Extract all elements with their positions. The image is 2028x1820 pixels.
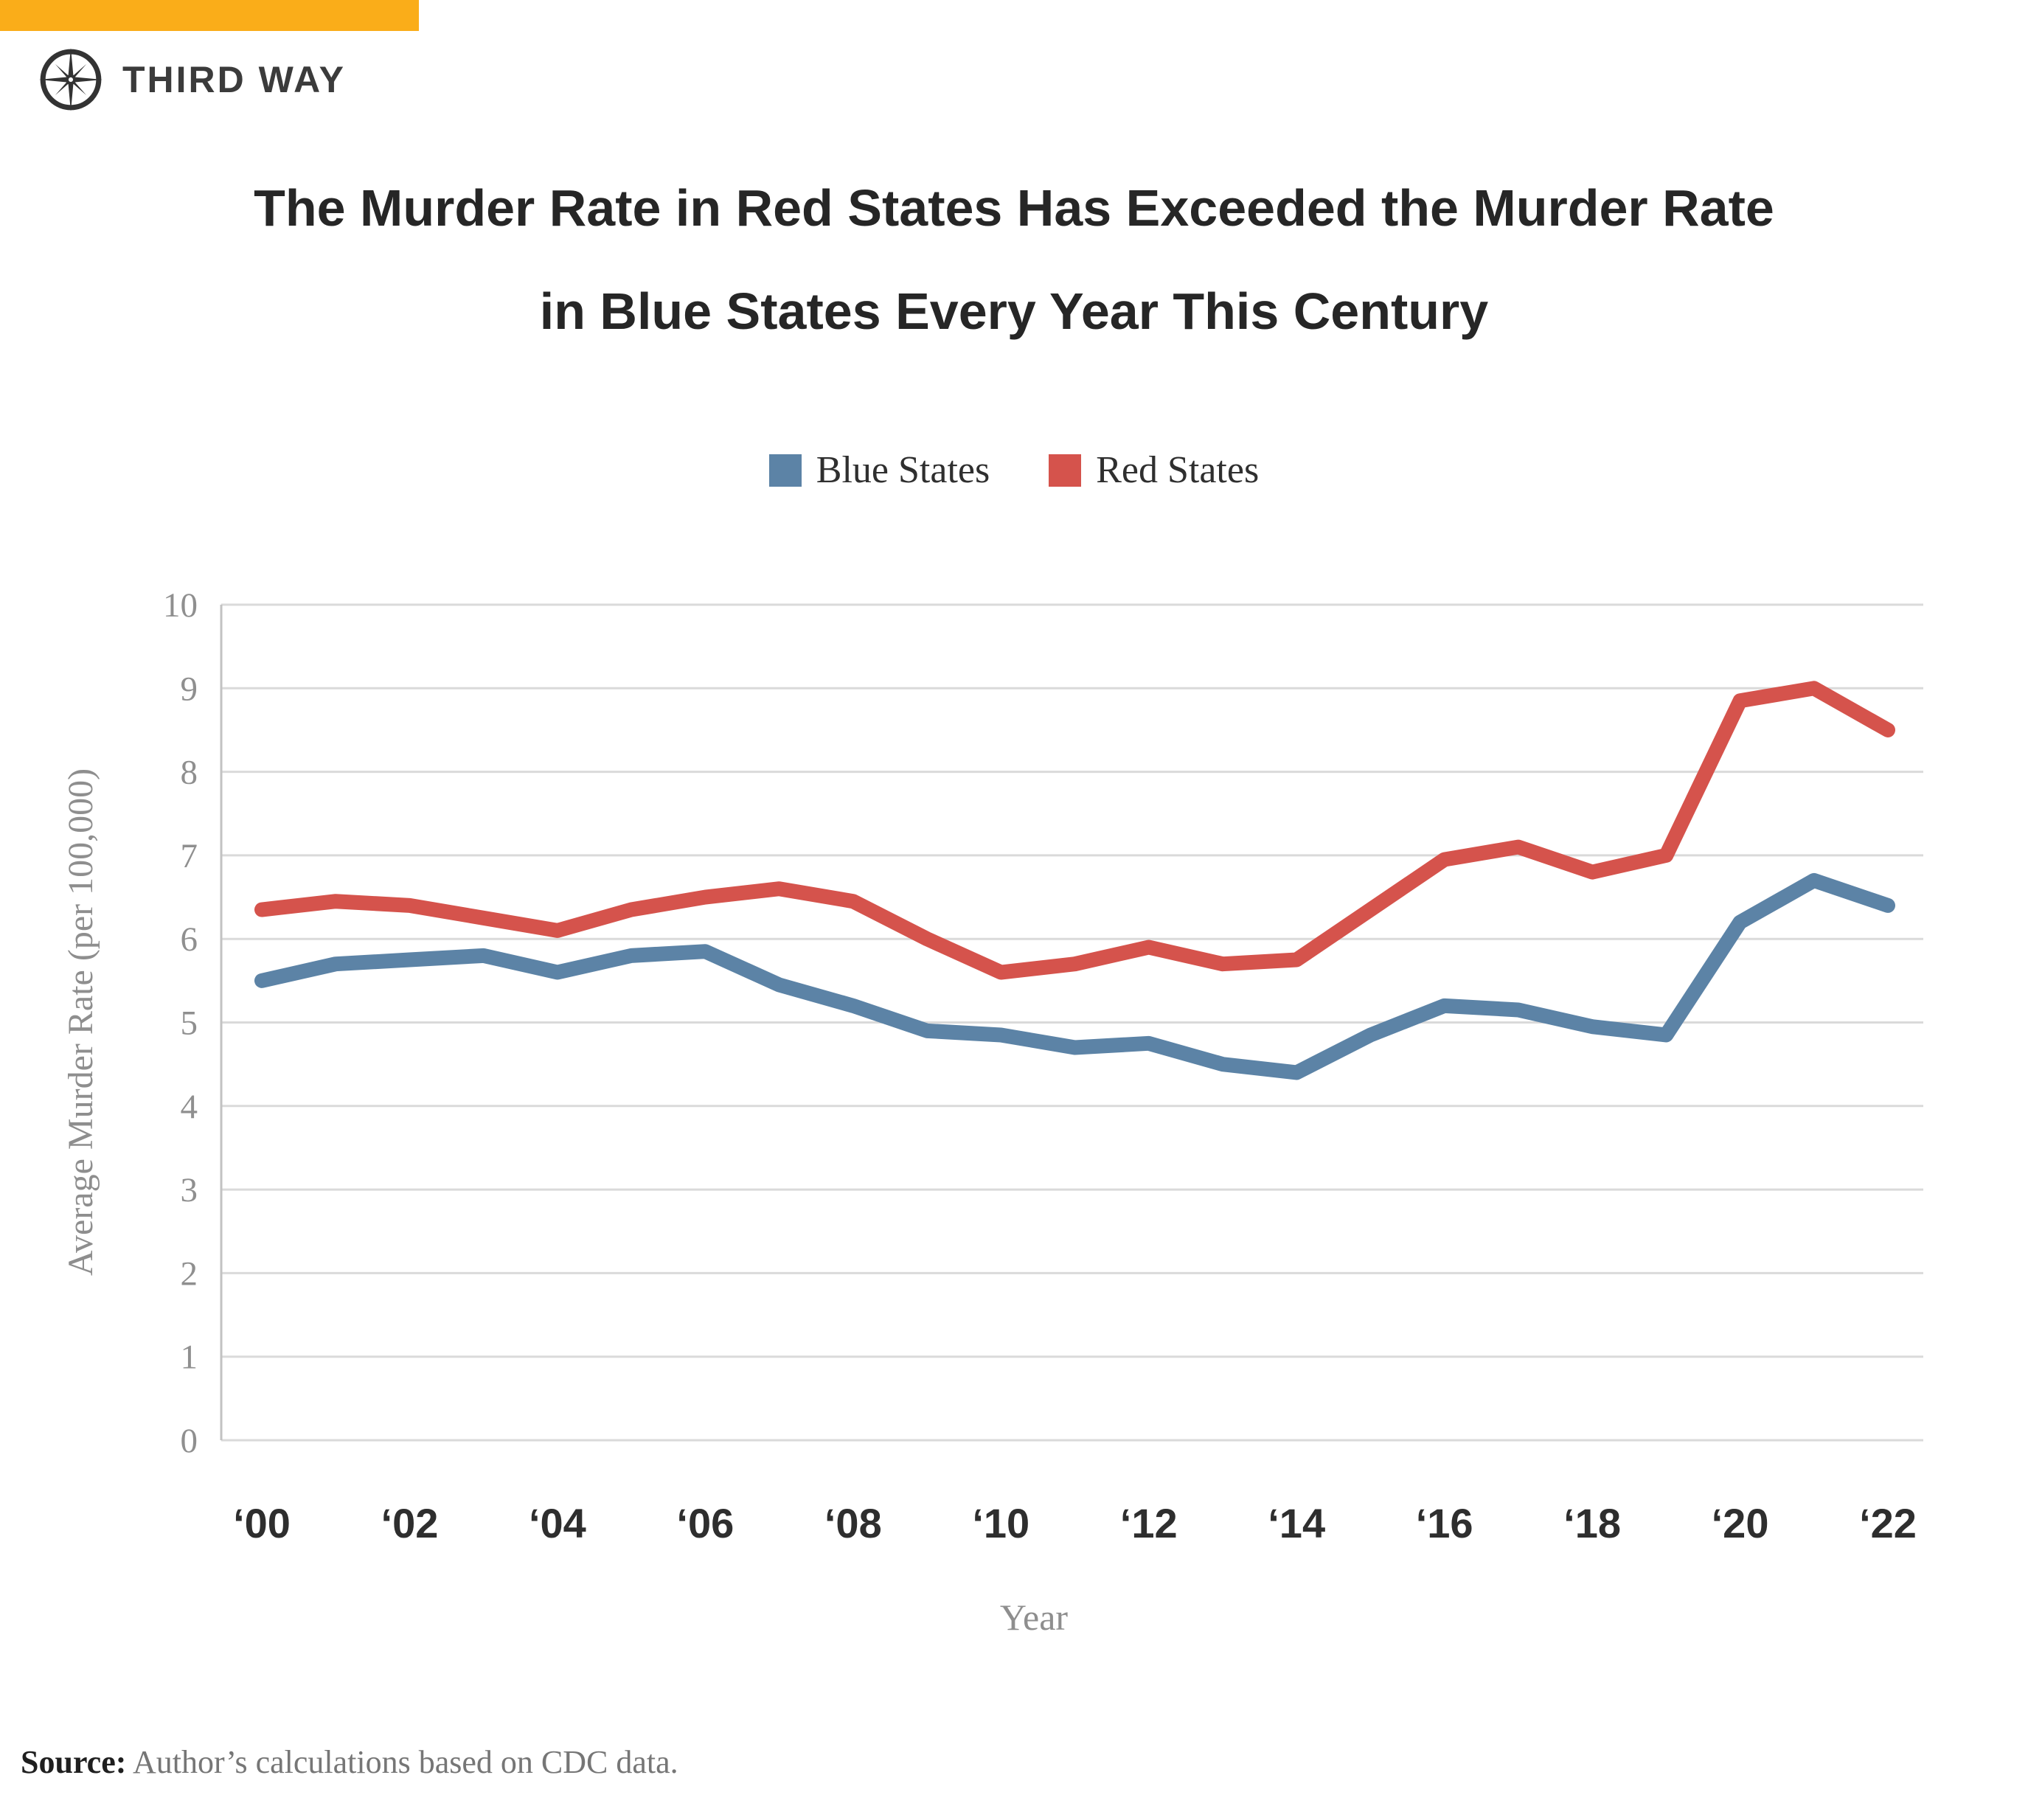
legend-item-blue-states: Blue States bbox=[768, 448, 990, 492]
x-tick-label-2020: ‘20 bbox=[1712, 1500, 1769, 1546]
y-axis-title: Average Murder Rate (per 100,000) bbox=[61, 768, 100, 1276]
y-tick-label-3: 3 bbox=[181, 1171, 198, 1209]
y-tick-label-5: 5 bbox=[181, 1004, 198, 1043]
x-tick-label-2006: ‘06 bbox=[676, 1500, 734, 1546]
y-tick-label-6: 6 bbox=[181, 920, 198, 959]
chart-legend: Blue States Red States bbox=[0, 448, 2028, 492]
y-tick-label-0: 0 bbox=[181, 1422, 198, 1460]
x-tick-label-2016: ‘16 bbox=[1416, 1500, 1473, 1546]
x-tick-label-2018: ‘18 bbox=[1563, 1500, 1621, 1546]
x-tick-label-2008: ‘08 bbox=[824, 1500, 882, 1546]
x-tick-label-2012: ‘12 bbox=[1120, 1500, 1178, 1546]
chart-title-line1: The Murder Rate in Red States Has Exceed… bbox=[254, 179, 1774, 237]
x-tick-label-2002: ‘02 bbox=[381, 1500, 439, 1546]
series-line-red-states bbox=[254, 681, 1896, 980]
y-tick-label-10: 10 bbox=[163, 586, 198, 625]
brand-name: THIRD WAY bbox=[122, 59, 346, 100]
source-text: Author’s calculations based on CDC data. bbox=[126, 1744, 678, 1780]
y-tick-label-8: 8 bbox=[181, 754, 198, 792]
source-note: Source: Author’s calculations based on C… bbox=[21, 1743, 678, 1781]
blue-states-swatch bbox=[768, 454, 802, 487]
legend-item-red-states: Red States bbox=[1049, 448, 1259, 492]
x-tick-label-2022: ‘22 bbox=[1859, 1500, 1917, 1546]
y-tick-label-2: 2 bbox=[181, 1254, 198, 1293]
legend-label-red-states: Red States bbox=[1096, 449, 1260, 491]
brand-accent-bar bbox=[0, 0, 419, 31]
legend-label-blue-states: Blue States bbox=[816, 449, 990, 491]
series-line-blue-states bbox=[254, 872, 1896, 1080]
x-tick-label-2000: ‘00 bbox=[233, 1500, 291, 1546]
y-tick-label-1: 1 bbox=[181, 1338, 198, 1377]
compass-rose-icon bbox=[38, 47, 103, 112]
x-axis-title: Year bbox=[1000, 1597, 1068, 1638]
source-label: Source: bbox=[21, 1744, 127, 1780]
x-tick-label-2010: ‘10 bbox=[972, 1500, 1029, 1546]
x-tick-label-2014: ‘14 bbox=[1268, 1500, 1325, 1546]
chart-title: The Murder Rate in Red States Has Exceed… bbox=[0, 156, 2028, 363]
chart-title-line2: in Blue States Every Year This Century bbox=[539, 282, 1489, 340]
y-tick-label-9: 9 bbox=[181, 670, 198, 708]
brand-logo: THIRD WAY bbox=[38, 47, 346, 112]
red-states-swatch bbox=[1049, 454, 1082, 487]
x-tick-label-2004: ‘04 bbox=[529, 1500, 586, 1546]
y-tick-label-7: 7 bbox=[181, 837, 198, 875]
y-tick-label-4: 4 bbox=[181, 1088, 198, 1126]
